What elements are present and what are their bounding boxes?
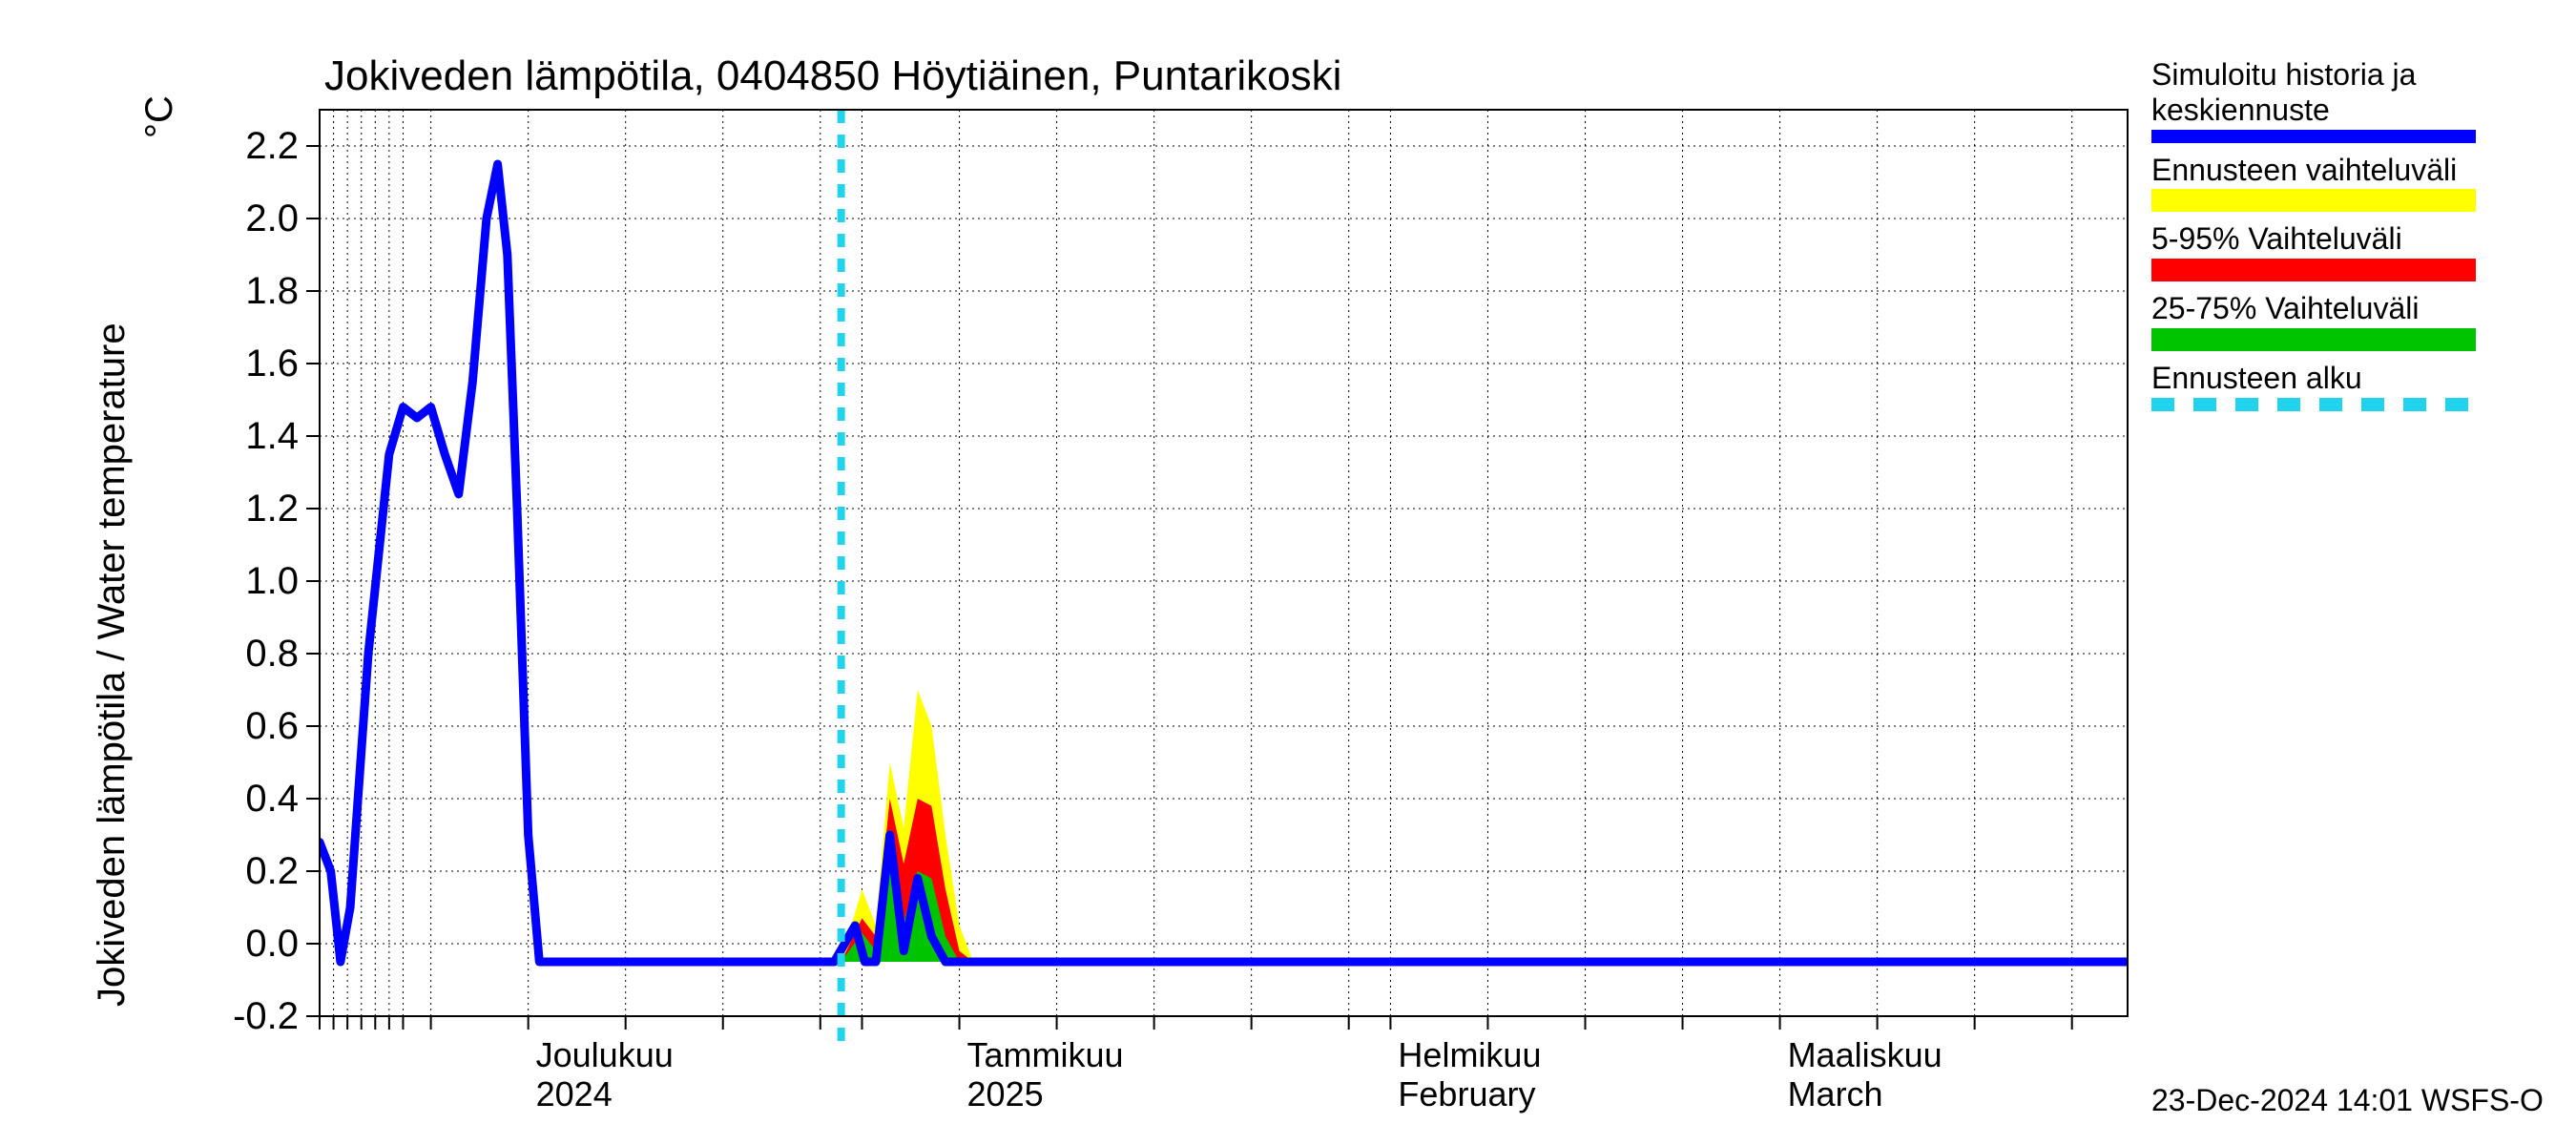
- x-tick-label-top: Tammikuu: [967, 1035, 1124, 1075]
- x-tick-label-bottom: 2025: [967, 1074, 1044, 1114]
- legend-swatch: [2151, 259, 2476, 281]
- legend-swatch: [2151, 328, 2476, 351]
- legend-swatch: [2151, 189, 2476, 212]
- y-tick-label: 0.6: [245, 705, 299, 748]
- y-tick-label: 0.0: [245, 923, 299, 966]
- y-tick-label: 0.8: [245, 633, 299, 676]
- y-tick-label: 1.6: [245, 343, 299, 385]
- legend-item: Simuloitu historia jakeskiennuste: [2151, 57, 2476, 143]
- y-tick-label: 1.8: [245, 270, 299, 313]
- legend-text: 25-75% Vaihteluväli: [2151, 291, 2476, 326]
- legend-item: Ennusteen vaihteluväli: [2151, 153, 2476, 213]
- x-tick-label-bottom: 2024: [536, 1074, 613, 1114]
- footer-timestamp: 23-Dec-2024 14:01 WSFS-O: [2151, 1083, 2544, 1118]
- legend-text: keskiennuste: [2151, 93, 2476, 128]
- legend-item: Ennusteen alku: [2151, 361, 2476, 411]
- x-tick-label-top: Maaliskuu: [1788, 1035, 1942, 1075]
- legend-swatch: [2151, 130, 2476, 143]
- legend: Simuloitu historia jakeskiennuste Ennuste…: [2151, 57, 2476, 421]
- legend-text: Ennusteen alku: [2151, 361, 2476, 396]
- y-axis-label: Jokiveden lämpötila / Water temperature: [91, 323, 134, 1007]
- y-tick-label: -0.2: [233, 995, 299, 1038]
- x-tick-label-bottom: February: [1398, 1074, 1535, 1114]
- x-tick-label-top: Helmikuu: [1398, 1035, 1541, 1075]
- y-tick-label: 1.0: [245, 560, 299, 603]
- x-tick-label-bottom: March: [1788, 1074, 1883, 1114]
- legend-text: 5-95% Vaihteluväli: [2151, 221, 2476, 257]
- legend-item: 25-75% Vaihteluväli: [2151, 291, 2476, 351]
- legend-swatch: [2151, 398, 2476, 411]
- y-tick-label: 2.2: [245, 125, 299, 168]
- plot-bg: [320, 110, 2128, 1016]
- y-tick-label: 1.2: [245, 488, 299, 531]
- y-tick-label: 0.2: [245, 850, 299, 893]
- y-tick-label: 2.0: [245, 198, 299, 240]
- chart-title: Jokiveden lämpötila, 0404850 Höytiäinen,…: [324, 52, 1341, 100]
- x-tick-label-top: Joulukuu: [536, 1035, 674, 1075]
- legend-text: Simuloitu historia ja: [2151, 57, 2476, 93]
- legend-text: Ennusteen vaihteluväli: [2151, 153, 2476, 188]
- y-tick-label: 0.4: [245, 778, 299, 821]
- legend-item: 5-95% Vaihteluväli: [2151, 221, 2476, 281]
- y-tick-label: 1.4: [245, 415, 299, 458]
- y-axis-unit: °C: [138, 95, 181, 138]
